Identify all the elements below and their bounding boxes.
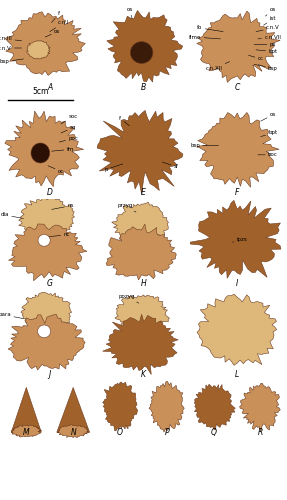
Text: ist: ist [263,16,276,26]
Polygon shape [240,384,280,432]
Polygon shape [5,111,84,186]
Text: C: C [234,82,240,92]
Polygon shape [8,314,85,370]
Text: fime: fime [189,34,220,40]
Text: c.n.V: c.n.V [0,46,22,51]
Text: O: O [117,428,123,437]
Polygon shape [115,295,170,334]
Text: sf: sf [162,162,179,169]
Text: f: f [52,11,60,22]
Text: J: J [49,370,51,378]
Polygon shape [27,40,50,59]
Polygon shape [197,11,280,83]
Text: nc: nc [48,232,70,237]
Polygon shape [112,202,168,245]
Text: przyg: przyg [117,204,136,212]
Text: dia: dia [1,212,24,218]
Text: M: M [23,428,30,437]
Polygon shape [5,12,85,76]
Polygon shape [149,381,184,432]
Text: c.n.VII: c.n.VII [258,34,281,40]
Text: c.n.XII: c.n.XII [205,62,230,70]
Text: Q: Q [211,428,217,437]
Text: soc: soc [61,114,78,124]
Ellipse shape [31,143,50,163]
Polygon shape [9,224,87,280]
Polygon shape [11,388,41,432]
Circle shape [38,325,51,338]
Polygon shape [19,196,75,240]
Text: K: K [141,370,146,378]
Text: L: L [235,370,239,378]
Text: P: P [165,428,169,437]
Text: os: os [261,112,276,121]
Text: ipzs: ipzs [232,237,247,242]
Polygon shape [102,314,178,374]
Text: bpt: bpt [261,130,278,136]
Text: para: para [0,312,24,318]
Text: F: F [235,188,239,196]
Text: E: E [141,188,146,196]
Polygon shape [194,384,235,430]
Text: 5cm: 5cm [32,88,49,96]
Text: ns: ns [52,204,73,210]
Text: p: p [104,164,123,172]
Text: fm: fm [52,147,74,152]
Text: pozyg: pozyg [118,294,139,303]
Circle shape [38,234,50,246]
Text: bsp: bsp [190,143,218,148]
Polygon shape [107,10,183,82]
Polygon shape [184,200,281,278]
Polygon shape [57,424,90,438]
Text: c.n.I: c.n.I [50,20,70,32]
Text: B: B [141,82,146,92]
Text: A: A [47,82,52,92]
Polygon shape [21,292,72,333]
Polygon shape [57,388,90,432]
Polygon shape [197,112,279,187]
Text: I: I [236,278,238,287]
Text: os: os [265,8,276,16]
Text: bsp: bsp [0,59,24,64]
Text: D: D [47,188,53,196]
Circle shape [130,42,153,64]
Text: fo: fo [197,26,223,32]
Text: poc: poc [59,136,78,142]
Polygon shape [103,382,138,431]
Text: H: H [141,278,146,287]
Text: c.n.V: c.n.V [256,26,280,32]
Text: sq: sq [61,125,76,133]
Text: cc: cc [249,56,264,62]
Polygon shape [97,110,183,194]
Text: G: G [47,278,53,287]
Text: oc: oc [48,166,64,173]
Polygon shape [11,425,42,437]
Text: ps: ps [254,42,276,47]
Text: os: os [126,8,133,19]
Polygon shape [106,224,176,280]
Text: boc: boc [258,152,278,158]
Text: c.n.III: c.n.III [0,36,22,42]
Text: R: R [258,428,263,437]
Text: os: os [45,29,60,37]
Text: N: N [70,428,76,437]
Text: f: f [119,116,129,126]
Polygon shape [197,294,277,366]
Text: bsp: bsp [254,64,278,70]
Text: bpt: bpt [256,49,278,54]
